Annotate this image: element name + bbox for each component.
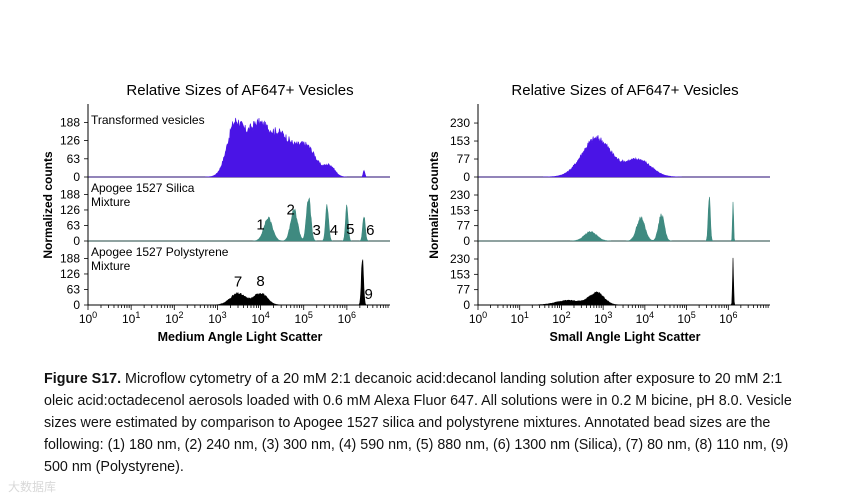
y-tick-label: 126 (60, 134, 80, 148)
x-tick-label: 105 (295, 310, 313, 326)
x-axis-label-2: Small Angle Light Scatter (550, 330, 701, 344)
x-tick-label: 102 (552, 310, 570, 326)
peak-annotation: 6 (366, 222, 374, 239)
y-tick-label: 153 (450, 134, 470, 148)
x-tick-label: 101 (122, 310, 140, 326)
x-tick-label: 103 (594, 310, 612, 326)
figure-caption-text: Microflow cytometry of a 20 mM 2:1 decan… (44, 371, 792, 475)
peak-annotation: 9 (364, 286, 372, 303)
histogram-silica (88, 197, 390, 242)
panel-label: Apogee 1527 Silica (91, 181, 195, 195)
y-tick-label: 77 (457, 219, 471, 233)
chart-title-1: Relative Sizes of AF647+ Vesicles (126, 82, 353, 99)
y-tick-label: 153 (450, 203, 470, 217)
y-tick-label: 63 (67, 152, 81, 166)
peak-annotation: 1 (256, 217, 264, 234)
histogram-silica (478, 196, 770, 242)
peak-annotation: 3 (313, 222, 321, 239)
y-tick-label: 126 (60, 203, 80, 217)
panel-label: Apogee 1527 Polystyrene (91, 245, 229, 259)
figure-caption: Figure S17. Microflow cytometry of a 20 … (44, 368, 804, 478)
y-tick-label: 63 (67, 282, 81, 296)
y-tick-label: 0 (73, 298, 80, 312)
x-tick-label: 106 (338, 310, 356, 326)
watermark: 大数据库 (8, 480, 57, 494)
x-axis-label-1: Medium Angle Light Scatter (158, 330, 323, 344)
y-tick-label: 0 (463, 234, 470, 248)
y-tick-label: 153 (450, 267, 470, 281)
y-axis-label-2: Normalized counts (427, 151, 441, 259)
y-tick-label: 188 (60, 115, 80, 129)
figure-canvas: Relative Sizes of AF647+ Vesicles Normali… (41, 82, 770, 344)
peak-annotation: 4 (330, 222, 338, 239)
x-tick-label: 104 (251, 310, 269, 326)
y-tick-label: 230 (450, 116, 470, 130)
y-tick-label: 0 (73, 234, 80, 248)
histogram-polystyrene (478, 257, 770, 306)
y-tick-label: 0 (73, 170, 80, 184)
x-tick-label: 101 (511, 310, 529, 326)
y-tick-label: 0 (463, 298, 470, 312)
panel-label: Transformed vesicles (91, 113, 205, 127)
x-tick-label: 104 (636, 310, 654, 326)
histogram-polystyrene (88, 259, 390, 306)
x-tick-label: 103 (208, 310, 226, 326)
x-tick-label: 102 (165, 310, 183, 326)
figure-caption-label: Figure S17. (44, 371, 122, 387)
histogram-vesicles (478, 135, 770, 178)
peak-annotation: 7 (234, 274, 242, 291)
peak-annotation: 2 (287, 202, 295, 219)
y-tick-label: 77 (457, 152, 471, 166)
chart-title-2: Relative Sizes of AF647+ Vesicles (511, 82, 738, 99)
panel-label: Mixture (91, 259, 131, 273)
x-tick-label: 106 (719, 310, 737, 326)
y-tick-label: 77 (457, 283, 471, 297)
y-tick-label: 188 (60, 187, 80, 201)
y-axis-label-1: Normalized counts (41, 151, 55, 259)
y-tick-label: 126 (60, 267, 80, 281)
x-tick-label: 105 (677, 310, 695, 326)
panel-label: Mixture (91, 195, 131, 209)
y-tick-label: 230 (450, 188, 470, 202)
x-tick-label: 100 (79, 310, 97, 326)
y-tick-label: 230 (450, 252, 470, 266)
y-tick-label: 0 (463, 170, 470, 184)
y-tick-label: 188 (60, 251, 80, 265)
peak-annotation: 5 (346, 221, 354, 238)
y-tick-label: 63 (67, 218, 81, 232)
histogram-vesicles (88, 117, 390, 178)
peak-annotation: 8 (256, 273, 264, 290)
x-tick-label: 100 (469, 310, 487, 326)
